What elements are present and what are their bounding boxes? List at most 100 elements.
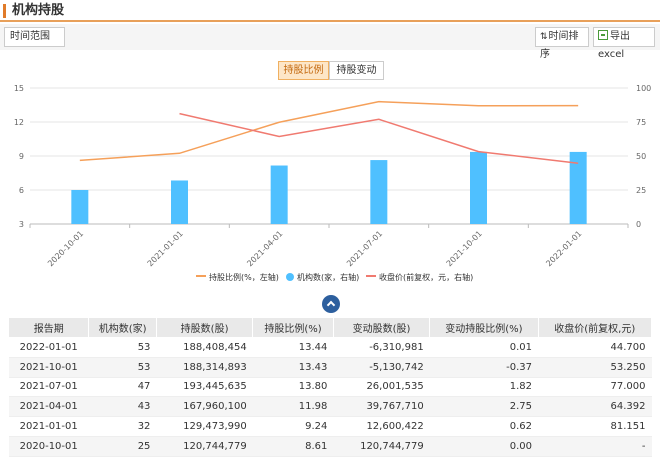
x-tick-label: 2021-07-01 [345, 229, 384, 268]
cell-institutions: 43 [88, 396, 157, 418]
cell-ratio: 8.61 [252, 436, 334, 457]
table-row: 2021-01-01 32 129,473,990 9.24 12,600,422 0.6… [8, 416, 652, 437]
col-header-period: 报告期 [7, 317, 90, 338]
section-header: 机构持股 [0, 0, 660, 22]
cell-institutions: 53 [88, 337, 157, 358]
sort-icon: ⇅ [540, 32, 548, 42]
toolbar: 时间范围 ⇅时间排序 导出excel [0, 24, 660, 60]
cell-close: 53.250 [538, 357, 652, 378]
cell-change-shares: -6,310,981 [333, 337, 430, 358]
col-header-shares: 持股数(股) [155, 317, 254, 338]
time-sort-button[interactable]: ⇅时间排序 [535, 27, 589, 60]
legend-item-institutions[interactable]: 机构数(家，右轴) [286, 272, 359, 284]
collapse-button[interactable] [322, 295, 340, 313]
cell-period: 2022-01-01 [8, 337, 89, 358]
time-sort-label: 时间排序 [540, 31, 579, 60]
y-right-tick-label: 75 [636, 118, 646, 127]
section-title: 机构持股 [12, 3, 65, 18]
legend-swatch-institutions [286, 273, 294, 281]
legend-label-ratio: 持股比例(%，左轴) [209, 273, 279, 282]
bar-institutions [270, 165, 288, 224]
bar-institutions [171, 180, 188, 224]
col-header-change-ratio: 变动持股比例(%) [429, 317, 539, 338]
cell-change-shares: 12,600,422 [333, 416, 430, 437]
x-tick-label: 2021-04-01 [245, 229, 284, 268]
cell-ratio: 13.80 [252, 377, 334, 398]
legend-label-institutions: 机构数(家，右轴) [297, 273, 360, 282]
bar-institutions [470, 151, 487, 224]
col-header-institutions: 机构数(家) [88, 317, 157, 338]
y-right-tick-label: 100 [636, 84, 651, 93]
cell-close: 44.700 [538, 337, 652, 358]
cell-ratio: 13.44 [252, 337, 334, 358]
y-left-tick-label: 9 [19, 152, 24, 161]
cell-ratio: 11.98 [252, 396, 334, 418]
line-holding-ratio [79, 100, 579, 162]
cell-change-ratio: 0.01 [429, 337, 539, 358]
x-tick-label: 2021-01-01 [146, 229, 185, 268]
bar-institutions [569, 151, 587, 224]
cell-period: 2021-10-01 [8, 357, 89, 378]
bar-institutions [71, 190, 89, 224]
tab-holding-ratio[interactable]: 持股比例 [278, 61, 329, 80]
table-row: 2022-01-01 53 188,408,454 13.44 -6,310,981 0.… [8, 337, 652, 358]
cell-close: 77.000 [538, 377, 652, 398]
y-left-tick-label: 15 [14, 84, 24, 93]
cell-change-shares: 26,001,535 [333, 377, 430, 398]
y-left-tick-label: 6 [19, 186, 24, 195]
x-tick-label: 2021-10-01 [445, 229, 484, 268]
table-row: 2020-10-01 25 120,744,779 8.61 120,744,779 0.… [8, 436, 652, 457]
table-row: 2021-04-01 43 167,960,100 11.98 39,767,710 2.… [8, 396, 652, 418]
cell-change-ratio: 2.75 [429, 396, 539, 418]
cell-close: 64.392 [538, 396, 652, 418]
cell-ratio: 13.43 [252, 357, 334, 378]
cell-close: - [538, 436, 652, 457]
export-excel-label: 导出excel [598, 31, 630, 60]
cell-institutions: 32 [88, 416, 157, 437]
y-right-tick-label: 0 [636, 220, 641, 229]
cell-change-ratio: 0.00 [429, 436, 539, 457]
cell-institutions: 25 [88, 436, 157, 457]
cell-change-ratio: 1.82 [429, 377, 539, 398]
legend-item-close[interactable]: 收盘价(前复权，元，右轴) [366, 272, 473, 284]
cell-period: 2021-01-01 [8, 416, 89, 437]
cell-close: 81.151 [538, 416, 652, 437]
x-tick-label: 2020-10-01 [46, 229, 85, 268]
table-row: 2021-10-01 53 188,314,893 13.43 -5,130,742 -0… [8, 357, 652, 378]
line-close-price [179, 112, 579, 164]
bar-institutions [370, 160, 388, 224]
cell-period: 2021-04-01 [8, 396, 89, 418]
cell-ratio: 9.24 [252, 416, 334, 437]
accent-bar [3, 4, 6, 18]
export-excel-button[interactable]: 导出excel [593, 27, 655, 60]
x-tick-label: 2022-01-01 [544, 229, 583, 268]
tab-holding-change[interactable]: 持股变动 [329, 61, 384, 80]
legend-swatch-close [366, 275, 376, 277]
excel-icon [598, 30, 608, 40]
cell-shares: 193,445,635 [156, 377, 253, 398]
cell-change-shares: 39,767,710 [333, 396, 430, 418]
cell-shares: 129,473,990 [156, 416, 253, 437]
cell-change-ratio: 0.62 [429, 416, 539, 437]
cell-shares: 188,408,454 [156, 337, 253, 358]
y-right-tick-label: 50 [636, 152, 646, 161]
cell-shares: 120,744,779 [156, 436, 253, 457]
table-header-row: 报告期 机构数(家) 持股数(股) 持股比例(%) 变动股数(股) 变动持股比例… [7, 317, 653, 338]
cell-period: 2021-07-01 [8, 377, 89, 398]
time-range-dropdown[interactable]: 时间范围 [4, 27, 65, 47]
legend-item-ratio[interactable]: 持股比例(%，左轴) [196, 272, 279, 284]
legend-label-close: 收盘价(前复权，元，右轴) [379, 273, 474, 282]
cell-change-shares: -5,130,742 [333, 357, 430, 378]
cell-change-ratio: -0.37 [429, 357, 539, 378]
cell-shares: 167,960,100 [156, 396, 253, 418]
col-header-close: 收盘价(前复权,元) [537, 317, 653, 338]
cell-shares: 188,314,893 [156, 357, 253, 378]
col-header-ratio: 持股比例(%) [252, 317, 334, 338]
table-row: 2021-07-01 47 193,445,635 13.80 26,001,535 1.… [8, 377, 652, 398]
col-header-change-shares: 变动股数(股) [332, 317, 431, 338]
y-left-tick-label: 3 [19, 220, 24, 229]
cell-institutions: 47 [88, 377, 157, 398]
chevron-up-icon [326, 300, 336, 310]
legend-swatch-ratio [196, 275, 206, 277]
cell-period: 2020-10-01 [8, 436, 89, 457]
